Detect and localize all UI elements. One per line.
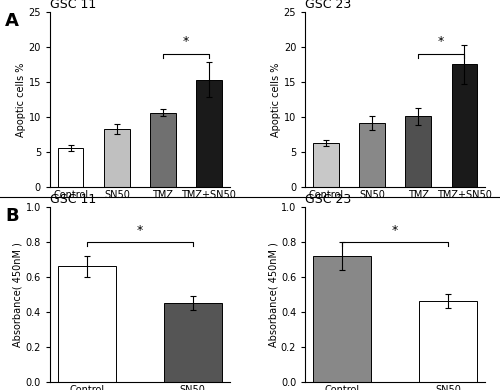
Bar	[58, 148, 84, 187]
Text: *: *	[392, 223, 398, 236]
Text: *: *	[183, 35, 189, 48]
Bar	[150, 113, 176, 187]
Y-axis label: Absorbance( 450nM ): Absorbance( 450nM )	[13, 242, 23, 347]
Bar	[314, 256, 372, 382]
Bar	[314, 143, 338, 187]
Bar	[419, 301, 477, 382]
Bar	[360, 123, 385, 187]
Text: *: *	[137, 223, 143, 236]
Bar	[196, 80, 222, 187]
Y-axis label: Apoptic cells %: Apoptic cells %	[271, 62, 281, 136]
Bar	[164, 303, 222, 382]
Bar	[58, 266, 116, 382]
Bar	[104, 129, 130, 187]
Text: GSC 23: GSC 23	[305, 193, 352, 206]
Bar	[406, 116, 431, 187]
Text: GSC 23: GSC 23	[305, 0, 352, 11]
Y-axis label: Absorbance( 450nM ): Absorbance( 450nM )	[268, 242, 278, 347]
Bar	[452, 64, 477, 187]
Text: B: B	[5, 207, 18, 225]
Text: A: A	[5, 12, 19, 30]
Text: GSC 11: GSC 11	[50, 0, 96, 11]
Text: GSC 11: GSC 11	[50, 193, 96, 206]
Y-axis label: Apoptic cells %: Apoptic cells %	[16, 62, 26, 136]
Text: *: *	[438, 35, 444, 48]
